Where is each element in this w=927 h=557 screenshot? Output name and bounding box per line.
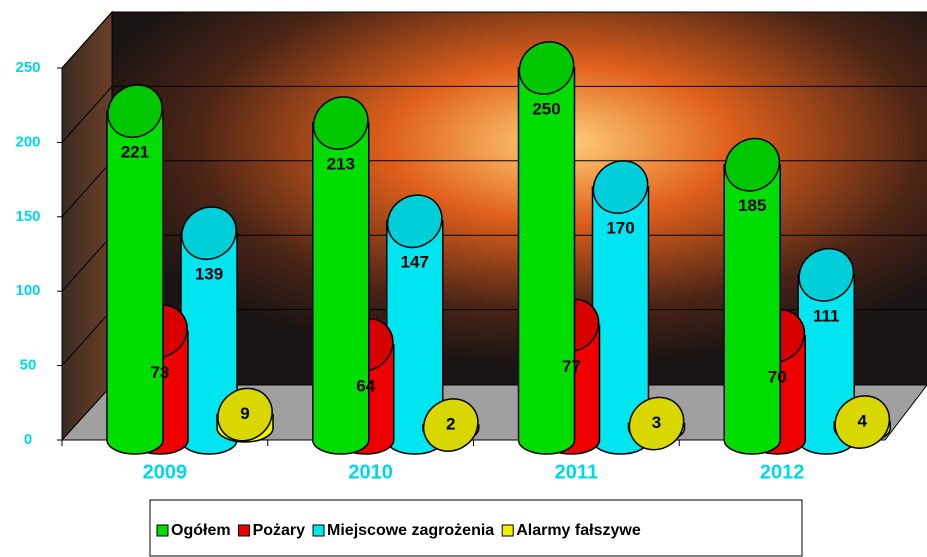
- cylinder-top: [181, 206, 237, 261]
- x-tick-label: 2009: [143, 461, 188, 483]
- value-label: 170: [606, 219, 634, 238]
- cylinder: [386, 194, 444, 455]
- cylinder-top: [518, 41, 575, 95]
- cylinder-top: [592, 160, 649, 214]
- cylinder-body: [517, 67, 576, 455]
- cylinder-top: [834, 395, 891, 449]
- cylinder-top: [724, 137, 781, 192]
- y-tick-label: 100: [15, 282, 40, 299]
- value-label: 250: [532, 99, 560, 118]
- cylinder-top: [386, 194, 443, 249]
- cylinder: [422, 398, 480, 452]
- side-wall: [61, 10, 113, 442]
- value-label: 213: [327, 155, 355, 174]
- value-label: 9: [240, 404, 249, 423]
- cylinder-body: [723, 163, 781, 455]
- x-tick-label: 2012: [760, 461, 805, 483]
- value-label: 111: [813, 306, 840, 325]
- cylinder: [106, 84, 164, 455]
- value-label: 221: [121, 143, 149, 162]
- cylinder-top: [217, 387, 273, 442]
- value-label: 64: [356, 376, 375, 395]
- y-tick-label: 50: [20, 357, 37, 374]
- x-tick-label: 2010: [348, 461, 393, 483]
- grid-line: [61, 11, 927, 69]
- x-tick-label: 2011: [555, 461, 598, 483]
- cylinder: [312, 96, 370, 455]
- value-label: 147: [401, 253, 429, 272]
- value-label: 73: [151, 363, 170, 382]
- cylinder-top: [628, 396, 685, 451]
- cylinder-body: [312, 122, 370, 455]
- value-label: 2: [446, 415, 455, 434]
- value-label: 70: [768, 367, 787, 386]
- value-label: 139: [195, 265, 223, 284]
- cylinder: [627, 396, 686, 451]
- legend-label: Pożary: [253, 522, 306, 539]
- cylinder: [723, 137, 781, 455]
- y-tick-label: 0: [24, 431, 32, 448]
- legend-swatch: [238, 524, 251, 537]
- cylinder: [833, 395, 891, 449]
- legend: [149, 499, 803, 557]
- value-label: 185: [738, 196, 766, 215]
- y-tick-label: 200: [15, 133, 40, 150]
- y-tick-label: 250: [15, 59, 40, 76]
- legend-swatch: [312, 524, 325, 537]
- value-label: 3: [652, 413, 661, 432]
- cylinder-top: [312, 96, 369, 150]
- cylinder-top: [422, 398, 479, 452]
- grid-line: [61, 85, 927, 143]
- legend-label: Alarmy fałszywe: [516, 522, 641, 539]
- legend-swatch: [501, 524, 514, 537]
- legend-swatch: [156, 524, 169, 537]
- legend-label: Miejscowe zagrożenia: [327, 522, 494, 539]
- y-tick-label: 150: [15, 208, 40, 225]
- cylinder-body: [106, 110, 164, 455]
- value-label: 4: [858, 412, 868, 431]
- cylinder-top: [798, 247, 855, 302]
- cylinder: [517, 41, 576, 455]
- legend-label: Ogółem: [171, 522, 231, 539]
- cylinder-top: [107, 84, 163, 139]
- value-label: 77: [562, 357, 581, 376]
- cylinder: [216, 387, 274, 443]
